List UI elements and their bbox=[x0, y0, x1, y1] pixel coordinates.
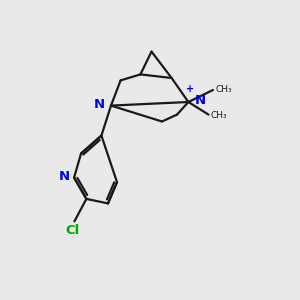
Text: CH₃: CH₃ bbox=[211, 111, 227, 120]
Text: N: N bbox=[94, 98, 105, 111]
Text: N: N bbox=[59, 170, 70, 183]
Text: N: N bbox=[195, 94, 206, 107]
Text: Cl: Cl bbox=[65, 224, 79, 238]
Text: +: + bbox=[186, 84, 194, 94]
Text: CH₃: CH₃ bbox=[215, 85, 232, 94]
